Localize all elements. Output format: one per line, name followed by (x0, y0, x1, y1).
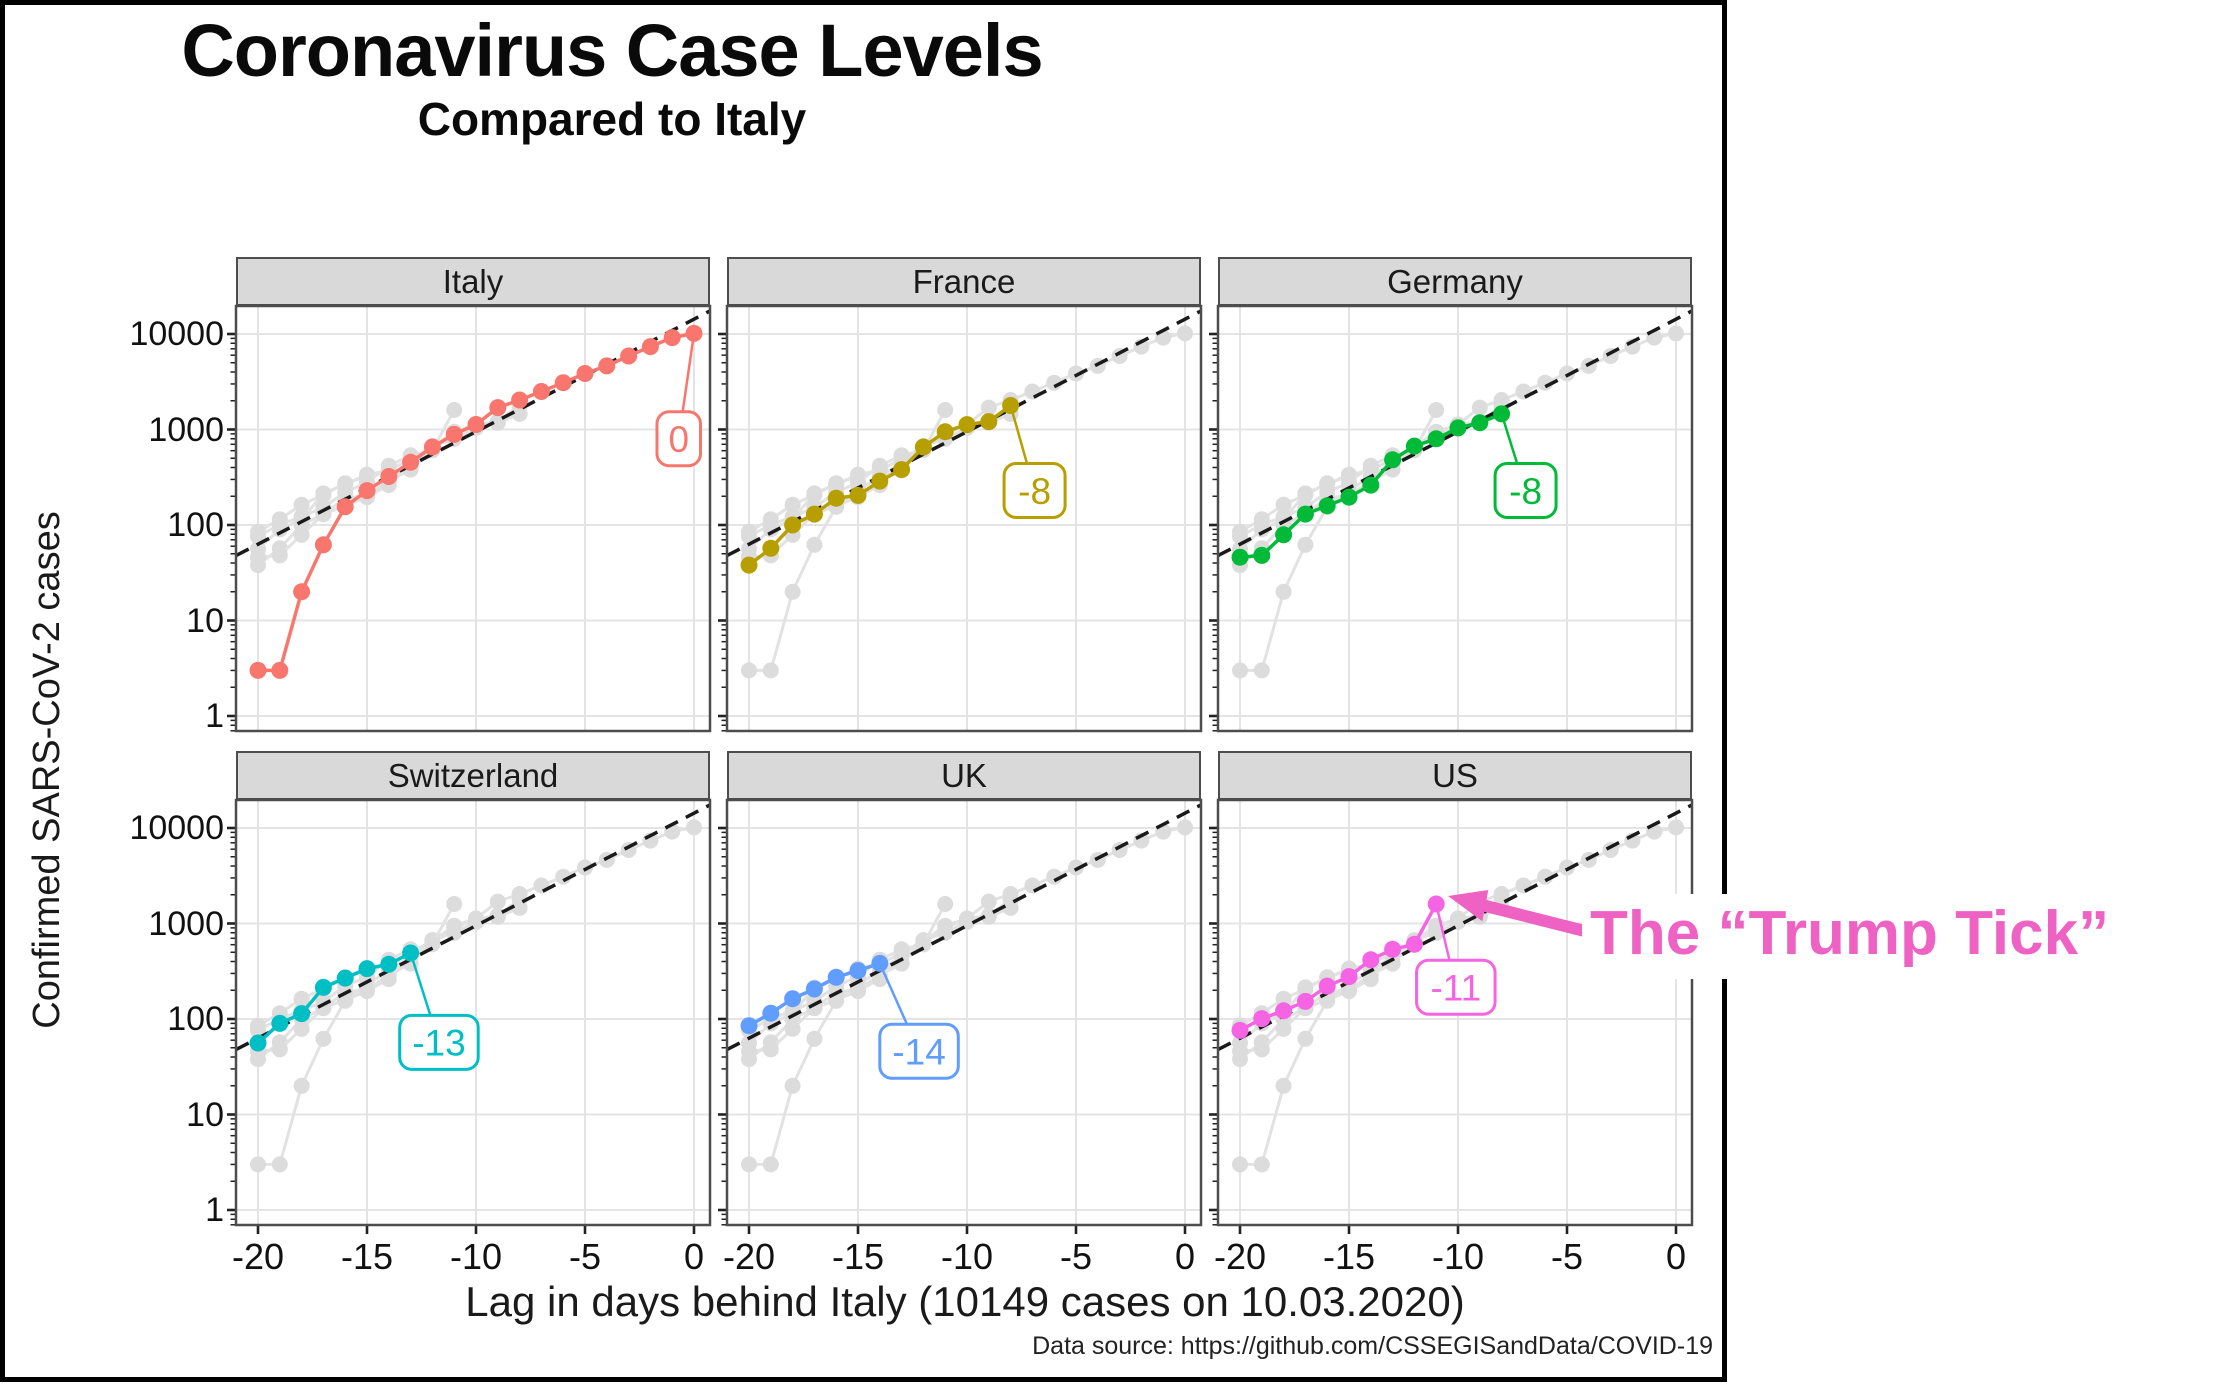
x-tick-label-0-col1: 0 (683, 1236, 705, 1277)
chart-subtitle: Compared to Italy (417, 93, 807, 145)
lag-label-us: -11 (1415, 903, 1497, 1016)
y-tick-label-100-row2: 100 (167, 1000, 224, 1038)
country-series-france (740, 397, 1020, 574)
x-tick-label--10-col2: -10 (940, 1236, 994, 1277)
x-tick-label--15-col3: -15 (1322, 1236, 1376, 1277)
panel-content: -13 (236, 800, 710, 1225)
y-tick-label-10-row1: 10 (186, 601, 224, 640)
x-tick-label--5-col3: -5 (1550, 1236, 1583, 1277)
svg-text:-14: -14 (892, 1032, 945, 1073)
lag-label-switzerland: -13 (398, 952, 480, 1071)
facet-panel-switzerland: -13 (227, 798, 712, 1234)
facet-title-uk: UK (941, 756, 987, 794)
svg-text:-8: -8 (1018, 471, 1051, 512)
x-tick-label--15-col1: -15 (340, 1236, 394, 1277)
y-tick-label-10-row2: 10 (186, 1095, 224, 1134)
facet-panel-germany: -8 (1209, 304, 1694, 733)
svg-text:-8: -8 (1509, 471, 1542, 512)
panel-content: -8 (727, 306, 1201, 731)
y-tick-label-100-row1: 100 (167, 506, 224, 544)
panel-content: -11 (1218, 800, 1692, 1225)
facet-strip-italy: Italy (236, 257, 710, 306)
x-tick-label--5-col2: -5 (1059, 1236, 1092, 1277)
x-axis-title: Lag in days behind Italy (10149 cases on… (465, 1278, 1465, 1325)
lag-label-germany: -8 (1493, 413, 1558, 519)
axis-ticks (227, 332, 236, 732)
gray-series-us (741, 402, 954, 545)
reference-line (727, 308, 1201, 557)
panel-content: -14 (727, 800, 1201, 1225)
y-tick-label-10000-row1: 10000 (129, 315, 224, 353)
x-tick-label--20-col1: -20 (231, 1236, 285, 1277)
y-tick-label-1000-row2: 1000 (148, 904, 224, 943)
y-tick-label-1-row1: 1 (205, 697, 224, 735)
y-tick-label-1000-row1: 1000 (148, 410, 224, 449)
facet-title-switzerland: Switzerland (387, 756, 559, 794)
lag-label-italy: 0 (655, 333, 702, 468)
facet-title-italy: Italy (442, 262, 504, 300)
facet-strip-uk: UK (727, 751, 1201, 800)
facet-panel-us: -11 (1209, 798, 1694, 1234)
reference-line (1218, 802, 1692, 1051)
y-tick-label-1-row2: 1 (205, 1191, 224, 1229)
country-series-germany (1231, 405, 1511, 566)
svg-text:-13: -13 (412, 1023, 465, 1064)
axis-ticks (227, 826, 696, 1234)
country-series-switzerland (249, 944, 420, 1052)
lag-label-france: -8 (1002, 405, 1067, 519)
facet-title-france: France (912, 262, 1016, 300)
trump-tick-annotation: The “Trump Tick” (1582, 894, 2124, 979)
x-tick-label--10-col3: -10 (1431, 1236, 1485, 1277)
axis-ticks (1209, 826, 1678, 1234)
panel-content: 0 (236, 306, 710, 731)
lag-label-uk: -14 (878, 962, 960, 1080)
facet-strip-us: US (1218, 751, 1692, 800)
facet-title-us: US (1432, 756, 1478, 794)
country-series-uk (740, 954, 889, 1035)
y-axis-title: Confirmed SARS-CoV-2 cases (26, 511, 68, 1029)
country-series-us (1231, 895, 1445, 1039)
x-tick-label-0-col3: 0 (1665, 1236, 1687, 1277)
reference-line (727, 802, 1201, 1051)
axis-ticks (718, 332, 727, 732)
x-tick-label--20-col3: -20 (1213, 1236, 1267, 1277)
chart-title: Coronavirus Case Levels (181, 9, 1043, 92)
facet-panel-uk: -14 (718, 798, 1203, 1234)
axis-ticks (1209, 332, 1218, 732)
x-tick-label--5-col1: -5 (568, 1236, 601, 1277)
x-tick-label--15-col2: -15 (831, 1236, 885, 1277)
facet-strip-france: France (727, 257, 1201, 306)
svg-text:0: 0 (668, 419, 689, 460)
reference-line (236, 802, 710, 1051)
facet-title-germany: Germany (1387, 262, 1523, 300)
y-tick-label-10000-row2: 10000 (129, 809, 224, 847)
x-tick-label-0-col2: 0 (1174, 1236, 1196, 1277)
x-tick-label--20-col2: -20 (722, 1236, 776, 1277)
facet-panel-italy: 0 (227, 304, 712, 733)
country-series-italy (249, 324, 703, 679)
panel-content: -8 (1218, 306, 1692, 731)
reference-line (1218, 308, 1692, 557)
x-tick-label--10-col1: -10 (449, 1236, 503, 1277)
data-source-caption: Data source: https://github.com/CSSEGISa… (1032, 1332, 1713, 1360)
facet-strip-switzerland: Switzerland (236, 751, 710, 800)
svg-text:-11: -11 (1430, 968, 1481, 1009)
facet-strip-germany: Germany (1218, 257, 1692, 306)
reference-line (236, 308, 710, 557)
facet-panel-france: -8 (718, 304, 1203, 733)
